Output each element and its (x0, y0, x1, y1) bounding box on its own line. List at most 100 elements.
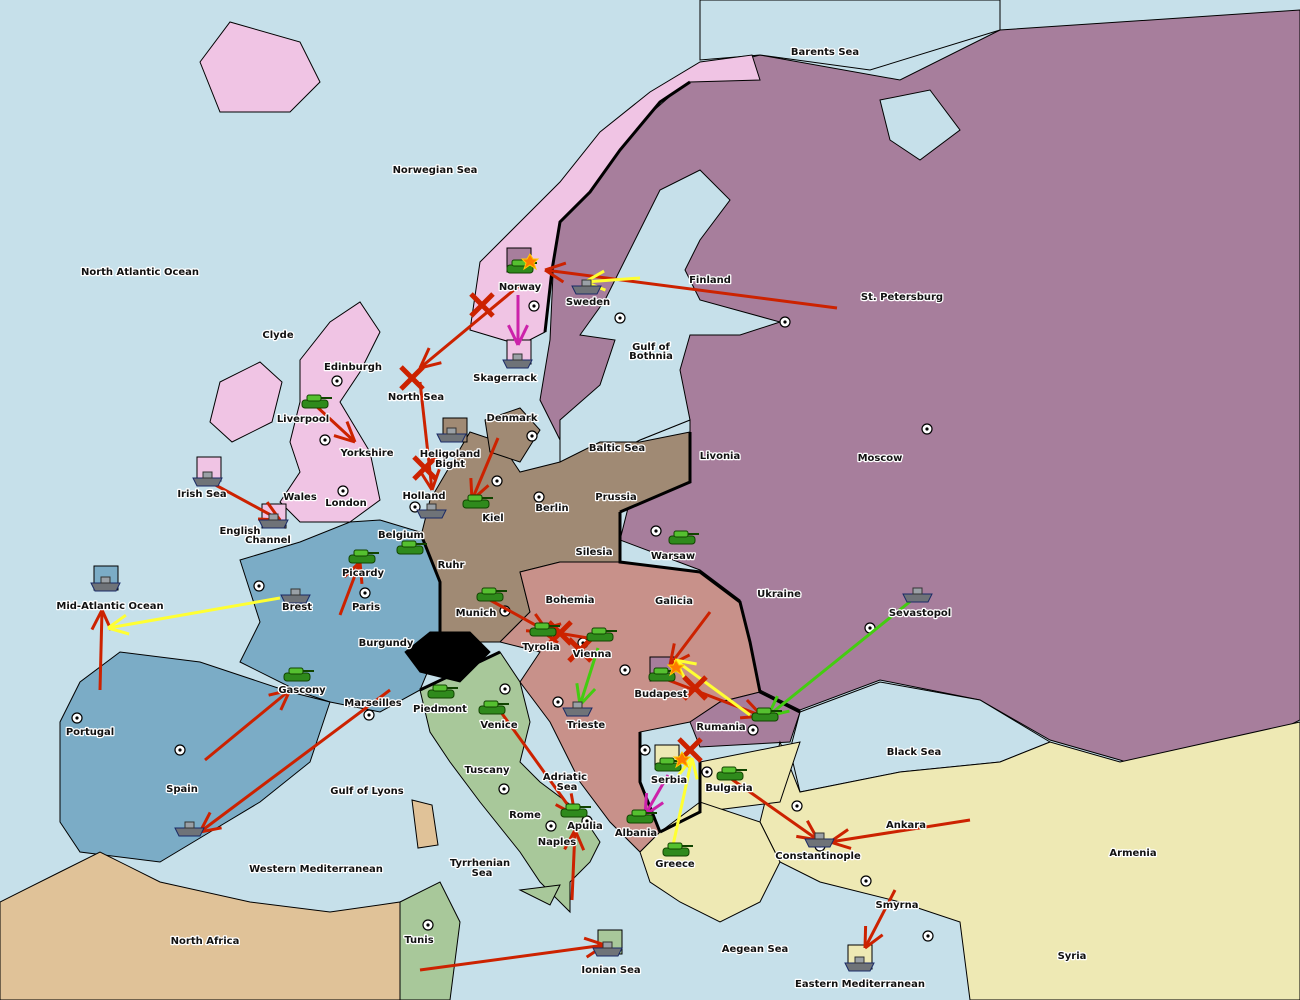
supply-center-icon (533, 491, 545, 503)
region-label: Ankara (886, 820, 926, 831)
region-label: North Africa (171, 936, 240, 947)
region-label: Bothnia (629, 351, 673, 362)
region-label: Piedmont (413, 704, 467, 715)
ship-icon[interactable] (90, 576, 121, 592)
ship-icon[interactable] (571, 279, 602, 295)
region-label: Sevastopol (889, 608, 951, 619)
region-label: Silesia (576, 547, 613, 558)
region-label: Heligoland (420, 449, 481, 460)
region-label: Vienna (573, 649, 612, 660)
tank-icon[interactable] (662, 842, 693, 857)
region-label: Serbia (651, 775, 687, 786)
ship-icon[interactable] (416, 503, 447, 519)
barents-sea[interactable] (699, 0, 1001, 71)
ship-icon[interactable] (192, 471, 223, 487)
tank-icon[interactable] (586, 627, 617, 642)
region-label: Albania (615, 828, 657, 839)
tank-icon[interactable] (626, 809, 657, 824)
ship-icon[interactable] (436, 427, 467, 443)
explosion-icon (520, 253, 540, 271)
region-label: London (325, 498, 367, 509)
italy-territory[interactable] (419, 651, 601, 914)
region-label: Rumania (696, 722, 745, 733)
tank-icon[interactable] (529, 622, 560, 637)
north-africa[interactable] (0, 851, 401, 1000)
region-label: Skagerrack (473, 373, 537, 384)
tank-icon[interactable] (301, 394, 332, 409)
national-border (659, 762, 702, 834)
white-sea[interactable] (879, 89, 961, 161)
tank-icon[interactable] (478, 700, 509, 715)
tank-icon[interactable] (476, 587, 507, 602)
supply-center-icon (921, 423, 933, 435)
turkey-territory[interactable] (759, 721, 1300, 1000)
ship-icon[interactable] (592, 941, 623, 957)
tank-icon[interactable] (751, 707, 782, 722)
order-arrow (107, 596, 281, 636)
region-label: Yorkshire (340, 448, 394, 459)
tank-icon[interactable] (716, 766, 747, 781)
national-border (618, 512, 801, 714)
ship-icon[interactable] (258, 513, 289, 529)
order-arrow (418, 283, 521, 370)
supply-center-icon (71, 712, 83, 724)
national-border (418, 531, 442, 642)
tank-icon[interactable] (560, 803, 591, 818)
sicily[interactable] (518, 884, 561, 906)
supply-center-icon (253, 580, 265, 592)
ireland[interactable] (209, 361, 283, 443)
order-arrow (575, 647, 600, 707)
explosion-icon (672, 751, 692, 769)
ship-icon[interactable] (502, 353, 533, 369)
supply-center-icon (779, 316, 791, 328)
region-label: Gascony (278, 685, 326, 696)
region-label: Adriatic (543, 772, 587, 783)
failed-order-x-icon (682, 675, 708, 701)
national-border (619, 432, 692, 514)
denmark[interactable] (484, 407, 541, 463)
sardinia[interactable] (411, 799, 439, 849)
region-label: Livonia (700, 451, 740, 462)
region-label: Bohemia (546, 595, 595, 606)
ship-icon[interactable] (562, 701, 593, 717)
region-label: Channel (245, 535, 291, 546)
tank-icon[interactable] (668, 530, 699, 545)
supply-center-icon (174, 744, 186, 756)
region-label: Ruhr (438, 560, 465, 571)
region-label: Gulf of Lyons (330, 786, 403, 797)
ship-icon[interactable] (902, 587, 933, 603)
region-label: Bight (435, 459, 465, 470)
region-label: Holland (402, 491, 445, 502)
region-label: Kiel (482, 513, 503, 524)
ship-icon[interactable] (844, 956, 875, 972)
supply-center-icon (359, 587, 371, 599)
tank-icon[interactable] (348, 549, 379, 564)
ship-icon[interactable] (280, 588, 311, 604)
region-label: Warsaw (651, 551, 695, 562)
supply-center-icon (498, 783, 510, 795)
iceland[interactable] (199, 21, 321, 113)
supply-center-icon (331, 375, 343, 387)
tank-icon[interactable] (648, 667, 679, 682)
iberia[interactable] (59, 651, 331, 863)
tank-icon[interactable] (283, 667, 314, 682)
supply-center-icon (701, 766, 713, 778)
region-label: Paris (352, 602, 380, 613)
tank-icon[interactable] (462, 494, 493, 509)
region-label: Sea (472, 868, 493, 879)
region-label: Brest (282, 602, 312, 613)
switzerland[interactable] (404, 631, 491, 683)
region-label: Galicia (655, 596, 693, 607)
ship-icon[interactable] (804, 832, 835, 848)
tank-icon[interactable] (396, 540, 427, 555)
supply-center-icon (791, 800, 803, 812)
tank-icon[interactable] (427, 684, 458, 699)
gulf-of-bothnia[interactable] (559, 169, 782, 463)
britain[interactable] (279, 301, 381, 523)
supply-center-icon (552, 696, 564, 708)
supply-center-icon (363, 709, 375, 721)
region-label: St. Petersburg (861, 292, 943, 303)
order-arrow (338, 560, 364, 616)
region-label: Mid-Atlantic Ocean (56, 601, 163, 612)
ship-icon[interactable] (174, 821, 205, 837)
